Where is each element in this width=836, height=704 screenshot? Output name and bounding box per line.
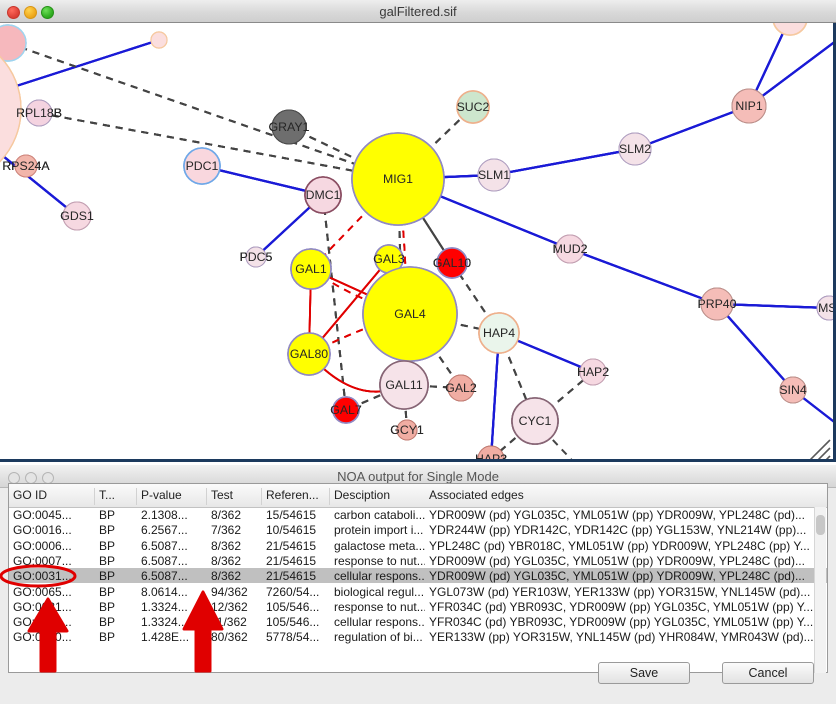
svg-text:CYC1: CYC1	[519, 414, 552, 428]
svg-text:SIN4: SIN4	[779, 383, 806, 397]
svg-text:PRP40: PRP40	[698, 297, 737, 311]
svg-text:SLM1: SLM1	[478, 168, 510, 182]
svg-text:MSI: MSI	[818, 301, 836, 315]
svg-text:RPS24A: RPS24A	[2, 159, 50, 173]
svg-text:GAL11: GAL11	[385, 378, 423, 392]
svg-text:GAL3: GAL3	[373, 252, 405, 266]
svg-text:HAP2: HAP2	[577, 365, 609, 379]
svg-text:HAP3: HAP3	[475, 452, 507, 460]
svg-text:HAP4: HAP4	[483, 326, 515, 340]
svg-text:MIG1: MIG1	[383, 172, 413, 186]
svg-text:MUD2: MUD2	[553, 242, 588, 256]
svg-text:GDS1: GDS1	[60, 209, 94, 223]
svg-text:SLM2: SLM2	[619, 142, 651, 156]
svg-text:GAL4: GAL4	[394, 307, 426, 321]
svg-text:SUC2: SUC2	[457, 100, 490, 114]
svg-text:NIP1: NIP1	[735, 99, 762, 113]
svg-text:GAL80: GAL80	[290, 347, 328, 361]
svg-text:PDC5: PDC5	[240, 250, 273, 264]
svg-text:GAL10: GAL10	[433, 256, 471, 270]
svg-text:GAL7: GAL7	[330, 403, 362, 417]
svg-text:PDC1: PDC1	[186, 159, 219, 173]
svg-text:GAL1: GAL1	[295, 262, 327, 276]
svg-text:GCY1: GCY1	[390, 423, 424, 437]
svg-text:DMC1: DMC1	[306, 188, 341, 202]
svg-text:GAL2: GAL2	[445, 381, 477, 395]
svg-text:GRAY1: GRAY1	[269, 120, 310, 134]
svg-text:RPL18B: RPL18B	[16, 106, 62, 120]
